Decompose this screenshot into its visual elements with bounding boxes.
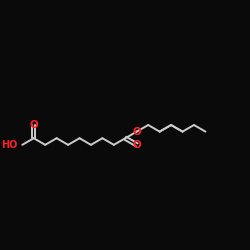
Text: HO: HO (2, 140, 18, 150)
Text: O: O (132, 140, 141, 150)
Text: O: O (132, 126, 141, 136)
Text: O: O (29, 120, 38, 130)
